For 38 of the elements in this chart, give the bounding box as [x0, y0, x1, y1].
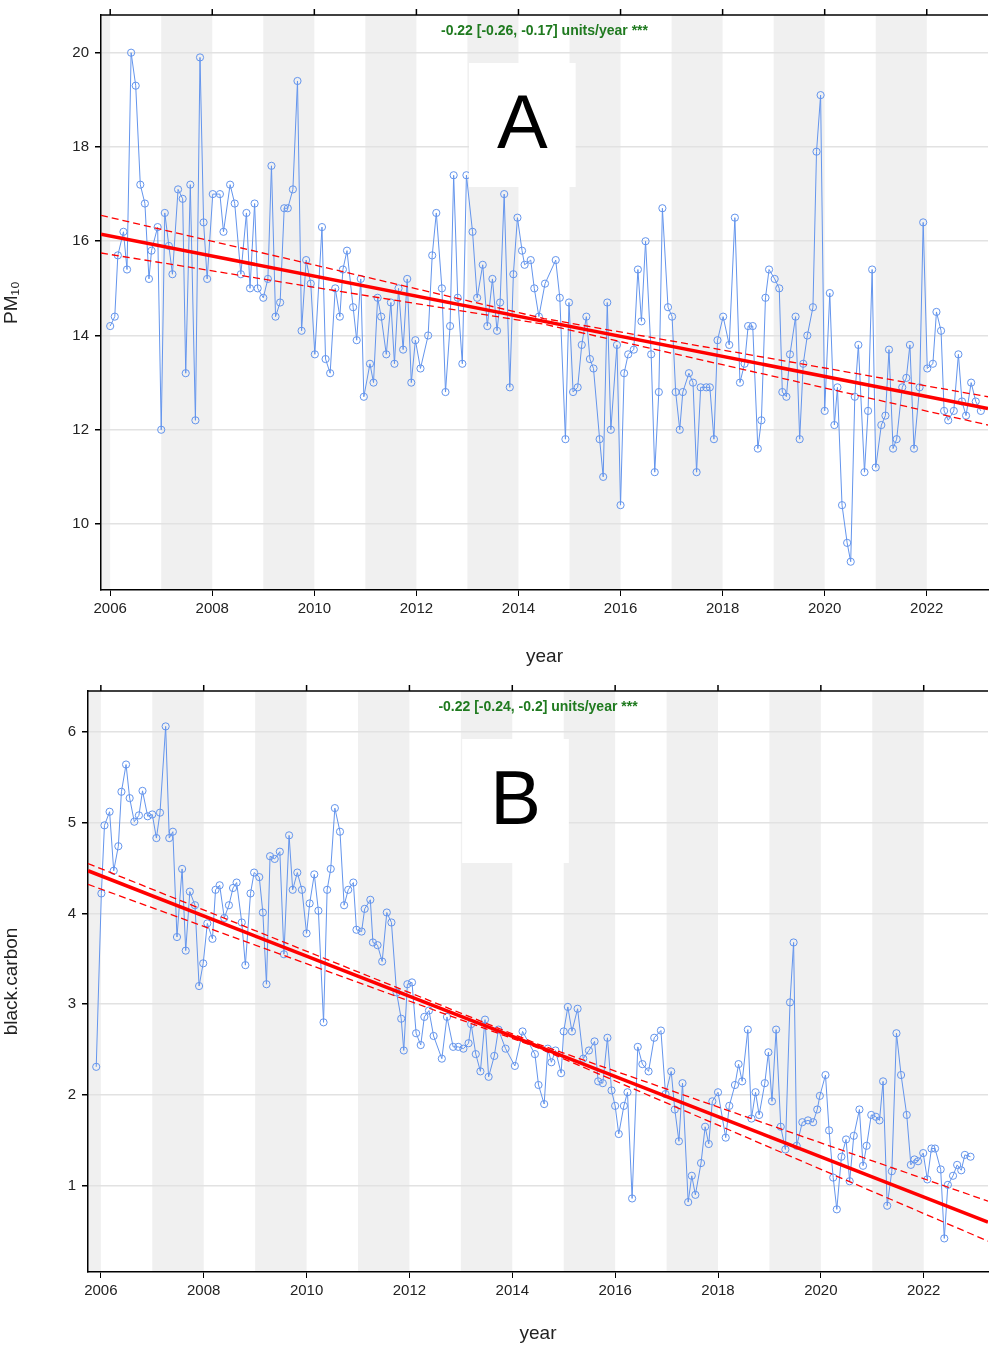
y-tick-label: 5: [67, 812, 76, 830]
x-axis-title: year: [526, 644, 564, 666]
y-tick-label: 6: [67, 721, 76, 739]
x-tick-label: 2016: [598, 1281, 632, 1299]
x-tick-label: 2010: [297, 599, 332, 617]
x-tick-label: 2014: [501, 599, 536, 617]
y-tick-label: 3: [67, 994, 76, 1012]
x-tick-label: 2020: [808, 599, 842, 617]
y-axis-title: black.carbon: [0, 927, 21, 1036]
annotation: A: [496, 78, 548, 164]
x-tick-label: 2014: [495, 1281, 529, 1299]
x-tick-label: 2010: [289, 1281, 324, 1299]
y-tick-label: 1: [67, 1175, 76, 1193]
y-tick-label: 4: [67, 903, 76, 921]
y-axis-title: PM₁₀: [0, 281, 21, 324]
y-tick-label: 10: [72, 514, 89, 532]
x-tick-label: 2012: [399, 599, 434, 617]
x-tick-label: 2012: [392, 1281, 427, 1299]
y-tick-label: 2: [67, 1085, 76, 1103]
y-tick-label: 16: [72, 231, 89, 249]
x-tick-label: 2006: [84, 1281, 118, 1299]
y-tick-label: 20: [72, 42, 89, 60]
x-tick-label: 2022: [907, 1281, 941, 1299]
annotation: B: [490, 754, 541, 840]
x-tick-label: 2008: [195, 599, 229, 617]
y-tick-label: 18: [72, 137, 89, 155]
x-tick-label: 2016: [603, 599, 638, 617]
x-tick-label: 2020: [804, 1281, 838, 1299]
x-tick-label: 2018: [701, 1281, 735, 1299]
x-tick-label: 2022: [910, 599, 944, 617]
x-tick-label: 2006: [93, 599, 127, 617]
x-axis-title: year: [519, 1321, 558, 1343]
annotation: -0.22 [-0.26, -0.17] units/year ***: [441, 21, 649, 38]
x-tick-label: 2008: [187, 1281, 221, 1299]
annotation: -0.22 [-0.24, -0.2] units/year ***: [438, 697, 639, 714]
y-tick-label: 12: [72, 419, 89, 437]
x-tick-label: 2018: [705, 599, 740, 617]
y-tick-label: 14: [72, 325, 89, 343]
